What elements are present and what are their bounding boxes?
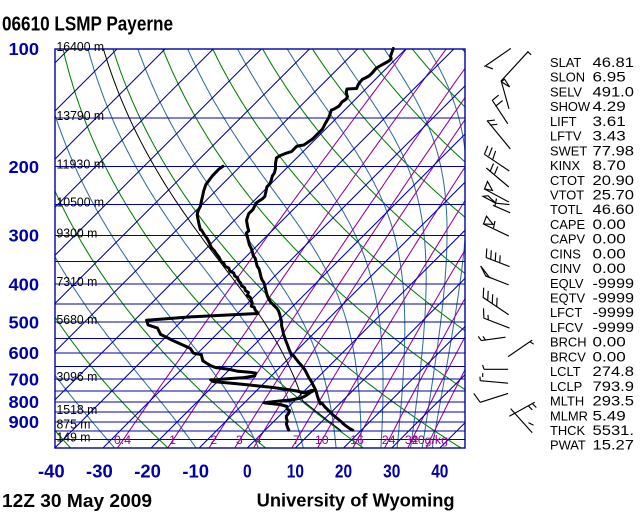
svg-text:274.8: 274.8: [593, 363, 635, 379]
svg-text:77.98: 77.98: [593, 142, 635, 158]
svg-text:LCLT: LCLT: [550, 364, 581, 379]
svg-text:BRCV: BRCV: [550, 349, 586, 364]
svg-text:SELV: SELV: [550, 84, 582, 99]
svg-text:0: 0: [243, 461, 252, 482]
svg-text:1518 m: 1518 m: [57, 403, 98, 417]
svg-text:0.00: 0.00: [593, 245, 626, 261]
svg-text:7: 7: [293, 433, 300, 447]
svg-text:University of Wyoming: University of Wyoming: [257, 490, 455, 511]
svg-text:SLON: SLON: [550, 70, 585, 85]
svg-text:40: 40: [431, 461, 448, 482]
svg-text:SLAT: SLAT: [550, 55, 581, 70]
svg-text:EQTV: EQTV: [550, 291, 585, 306]
svg-text:875 m: 875 m: [57, 418, 91, 432]
svg-text:8.70: 8.70: [593, 157, 626, 173]
svg-text:13790 m: 13790 m: [57, 109, 105, 123]
svg-text:EQLV: EQLV: [550, 276, 584, 291]
svg-text:SHOW: SHOW: [550, 99, 591, 114]
svg-text:-40: -40: [38, 461, 65, 482]
svg-text:200: 200: [9, 157, 40, 177]
svg-text:46.81: 46.81: [593, 54, 635, 70]
svg-text:800: 800: [9, 392, 40, 412]
svg-text:-20: -20: [134, 461, 161, 482]
svg-text:CAPE: CAPE: [550, 217, 586, 232]
svg-text:400: 400: [9, 274, 40, 294]
svg-text:7310 m: 7310 m: [57, 275, 98, 289]
svg-text:3.61: 3.61: [593, 113, 626, 129]
svg-text:KINX: KINX: [550, 158, 580, 173]
svg-text:2: 2: [210, 433, 217, 447]
svg-text:3096 m: 3096 m: [57, 370, 98, 384]
svg-text:0.00: 0.00: [593, 260, 626, 276]
svg-text:CINV: CINV: [550, 261, 581, 276]
svg-text:5680 m: 5680 m: [57, 313, 98, 327]
svg-text:25.70: 25.70: [593, 187, 635, 203]
svg-text:700: 700: [9, 369, 40, 389]
svg-text:CTOT: CTOT: [550, 173, 585, 188]
svg-text:-9999: -9999: [593, 290, 635, 306]
svg-text:0.00: 0.00: [593, 334, 626, 350]
svg-text:TOTL: TOTL: [550, 202, 583, 217]
svg-text:VTOT: VTOT: [550, 188, 584, 203]
svg-text:40g/kg: 40g/kg: [411, 433, 448, 447]
svg-text:46.60: 46.60: [593, 201, 635, 217]
svg-text:-30: -30: [86, 461, 113, 482]
svg-text:491.0: 491.0: [593, 83, 635, 99]
svg-text:MLMR: MLMR: [550, 408, 588, 423]
svg-text:5531.: 5531.: [593, 422, 635, 438]
svg-text:0.00: 0.00: [593, 348, 626, 364]
svg-text:LFCV: LFCV: [550, 320, 583, 335]
svg-text:900: 900: [9, 412, 40, 432]
svg-text:6.95: 6.95: [593, 69, 626, 85]
svg-text:10: 10: [287, 461, 304, 482]
svg-text:9300 m: 9300 m: [57, 226, 98, 240]
svg-text:0.4: 0.4: [114, 433, 131, 447]
svg-text:SWET: SWET: [550, 143, 587, 158]
svg-text:LFTV: LFTV: [550, 129, 582, 144]
svg-text:12Z 30 May 2009: 12Z 30 May 2009: [2, 490, 152, 511]
svg-text:0.00: 0.00: [593, 216, 626, 232]
svg-text:LIFT: LIFT: [550, 114, 577, 129]
svg-text:149 m: 149 m: [57, 431, 91, 445]
svg-text:10: 10: [315, 433, 329, 447]
svg-text:CAPV: CAPV: [550, 232, 586, 247]
svg-text:30: 30: [383, 461, 400, 482]
svg-text:15.27: 15.27: [593, 437, 635, 453]
svg-text:3: 3: [236, 433, 243, 447]
svg-text:3.43: 3.43: [593, 128, 626, 144]
svg-text:20.90: 20.90: [593, 172, 635, 188]
svg-text:LCLP: LCLP: [550, 379, 582, 394]
svg-text:5.49: 5.49: [593, 407, 626, 423]
svg-text:06610 LSMP Payerne: 06610 LSMP Payerne: [2, 13, 173, 35]
svg-text:-9999: -9999: [593, 319, 635, 335]
svg-text:16: 16: [350, 433, 364, 447]
svg-text:MLTH: MLTH: [550, 394, 584, 409]
svg-text:4: 4: [255, 433, 262, 447]
svg-text:0.00: 0.00: [593, 231, 626, 247]
svg-text:500: 500: [9, 312, 40, 332]
svg-text:100: 100: [9, 39, 40, 59]
svg-text:-9999: -9999: [593, 304, 635, 320]
svg-text:24: 24: [382, 433, 396, 447]
svg-text:BRCH: BRCH: [550, 335, 587, 350]
svg-text:THCK: THCK: [550, 423, 585, 438]
svg-text:LFCT: LFCT: [550, 305, 582, 320]
svg-text:293.5: 293.5: [593, 393, 635, 409]
svg-text:600: 600: [9, 343, 40, 363]
svg-text:10500 m: 10500 m: [57, 196, 105, 210]
svg-text:-9999: -9999: [593, 275, 635, 291]
svg-text:32: 32: [405, 433, 419, 447]
svg-text:11930 m: 11930 m: [57, 158, 105, 172]
svg-text:CINS: CINS: [550, 246, 581, 261]
svg-text:4.29: 4.29: [593, 98, 626, 114]
svg-text:300: 300: [9, 226, 40, 246]
svg-text:20: 20: [335, 461, 352, 482]
svg-text:16400 m: 16400 m: [57, 40, 105, 54]
svg-text:-10: -10: [182, 461, 209, 482]
svg-text:1: 1: [169, 433, 176, 447]
svg-text:793.9: 793.9: [593, 378, 635, 394]
svg-text:PWAT: PWAT: [550, 438, 586, 453]
